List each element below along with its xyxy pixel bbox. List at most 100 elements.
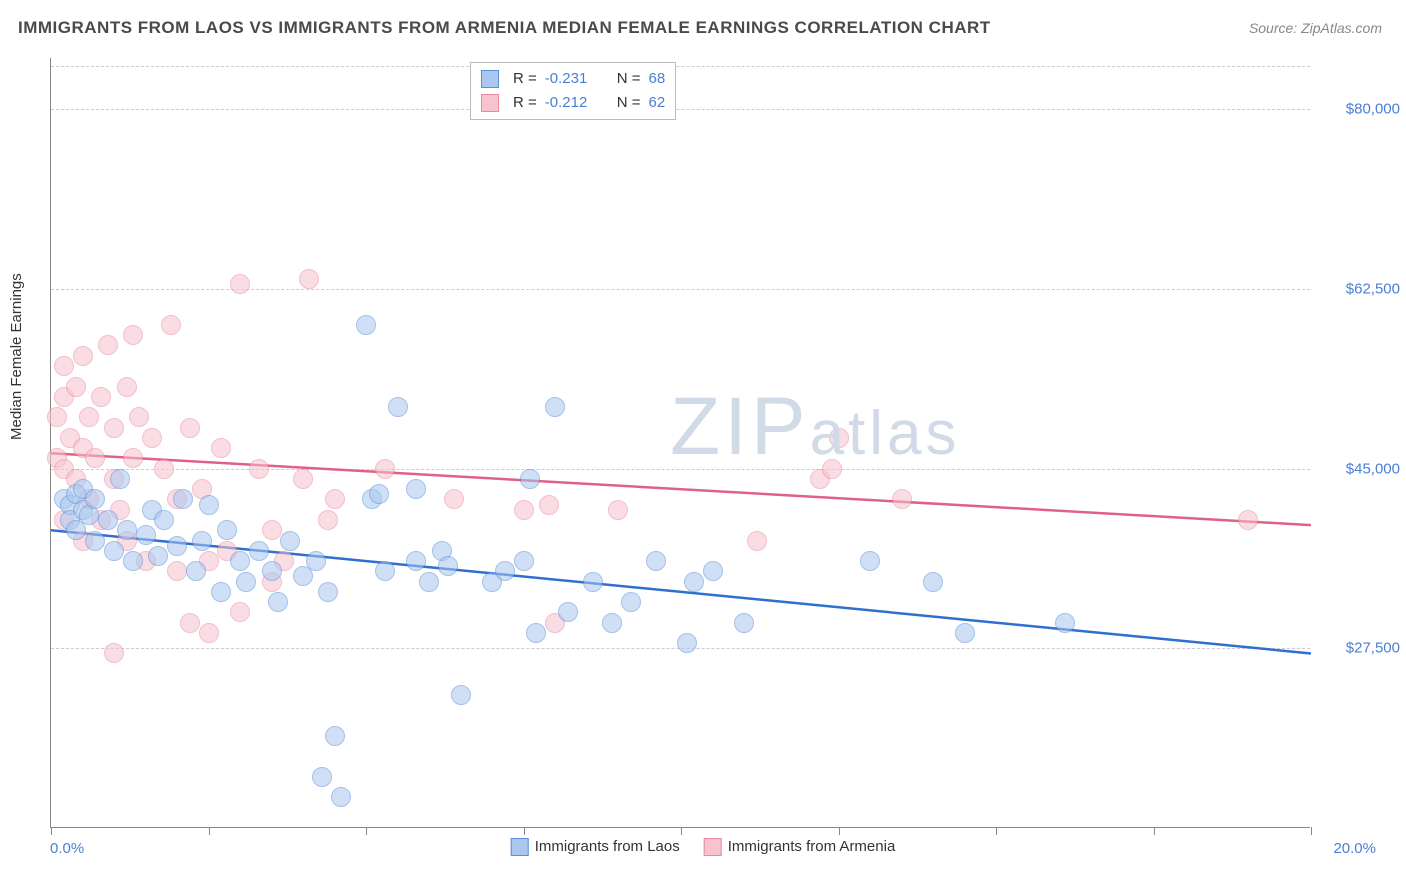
scatter-point <box>110 469 130 489</box>
scatter-point <box>142 428 162 448</box>
scatter-point <box>148 546 168 566</box>
x-tick <box>1154 827 1155 835</box>
scatter-point <box>923 572 943 592</box>
scatter-point <box>98 335 118 355</box>
r-label: R = <box>513 91 537 115</box>
scatter-point <box>375 459 395 479</box>
scatter-point <box>677 633 697 653</box>
gridline <box>51 66 1310 67</box>
scatter-point <box>747 531 767 551</box>
x-tick <box>366 827 367 835</box>
scatter-point <box>318 582 338 602</box>
scatter-point <box>1238 510 1258 530</box>
scatter-point <box>161 315 181 335</box>
legend-swatch <box>481 70 499 88</box>
scatter-point <box>236 572 256 592</box>
scatter-point <box>558 602 578 622</box>
scatter-point <box>514 551 534 571</box>
legend-item: Immigrants from Armenia <box>704 838 896 856</box>
scatter-point <box>860 551 880 571</box>
scatter-point <box>444 489 464 509</box>
scatter-point <box>369 484 389 504</box>
scatter-point <box>123 551 143 571</box>
x-tick <box>839 827 840 835</box>
scatter-point <box>514 500 534 520</box>
r-label: R = <box>513 67 537 91</box>
scatter-point <box>325 489 345 509</box>
scatter-point <box>136 525 156 545</box>
scatter-point <box>262 561 282 581</box>
legend-label: Immigrants from Armenia <box>728 838 896 855</box>
scatter-point <box>312 767 332 787</box>
scatter-point <box>451 685 471 705</box>
trend-lines-layer <box>51 58 1311 828</box>
correlation-legend-row: R = -0.231 N = 68 <box>481 67 665 91</box>
y-tick-label: $45,000 <box>1346 460 1400 477</box>
scatter-point <box>356 315 376 335</box>
scatter-point <box>79 407 99 427</box>
legend-swatch <box>511 838 529 856</box>
scatter-point <box>104 643 124 663</box>
scatter-point <box>211 438 231 458</box>
scatter-point <box>325 726 345 746</box>
scatter-point <box>123 448 143 468</box>
scatter-point <box>180 418 200 438</box>
scatter-point <box>104 418 124 438</box>
scatter-point <box>167 536 187 556</box>
scatter-point <box>249 541 269 561</box>
x-tick <box>524 827 525 835</box>
x-axis-min-label: 0.0% <box>50 840 84 857</box>
scatter-point <box>684 572 704 592</box>
scatter-point <box>306 551 326 571</box>
n-value: 68 <box>649 67 666 91</box>
chart-title: IMMIGRANTS FROM LAOS VS IMMIGRANTS FROM … <box>18 18 991 38</box>
scatter-point <box>129 407 149 427</box>
scatter-point <box>249 459 269 479</box>
correlation-legend-row: R =-0.212N =62 <box>481 91 665 115</box>
y-axis-label: Median Female Earnings <box>8 273 25 440</box>
scatter-point <box>268 592 288 612</box>
scatter-point <box>199 495 219 515</box>
n-value: 62 <box>649 91 666 115</box>
scatter-point <box>186 561 206 581</box>
r-value: -0.231 <box>545 67 601 91</box>
scatter-point <box>388 397 408 417</box>
scatter-point <box>646 551 666 571</box>
scatter-point <box>54 356 74 376</box>
scatter-point <box>375 561 395 581</box>
scatter-point <box>85 489 105 509</box>
scatter-point <box>192 531 212 551</box>
scatter-point <box>66 377 86 397</box>
scatter-point <box>299 269 319 289</box>
scatter-point <box>85 448 105 468</box>
legend-item: Immigrants from Laos <box>511 838 680 856</box>
scatter-point <box>703 561 723 581</box>
scatter-point <box>230 551 250 571</box>
scatter-point <box>117 377 137 397</box>
scatter-point <box>438 556 458 576</box>
gridline <box>51 469 1310 470</box>
source-attribution: Source: ZipAtlas.com <box>1249 20 1382 36</box>
scatter-point <box>419 572 439 592</box>
x-tick <box>681 827 682 835</box>
scatter-point <box>293 469 313 489</box>
y-tick-label: $27,500 <box>1346 640 1400 657</box>
r-value: -0.212 <box>545 91 601 115</box>
scatter-point <box>180 613 200 633</box>
gridline <box>51 109 1310 110</box>
scatter-point <box>495 561 515 581</box>
scatter-point <box>621 592 641 612</box>
y-tick-label: $62,500 <box>1346 281 1400 298</box>
scatter-point <box>211 582 231 602</box>
scatter-point <box>608 500 628 520</box>
x-tick <box>209 827 210 835</box>
correlation-legend: R = -0.231 N = 68R = -0.212 N = 62 <box>470 62 676 120</box>
n-label: N = <box>617 67 641 91</box>
trend-line <box>51 453 1311 525</box>
x-axis-max-label: 20.0% <box>1333 840 1376 857</box>
scatter-point <box>520 469 540 489</box>
scatter-point <box>280 531 300 551</box>
scatter-point <box>892 489 912 509</box>
scatter-point <box>98 510 118 530</box>
scatter-point <box>822 459 842 479</box>
